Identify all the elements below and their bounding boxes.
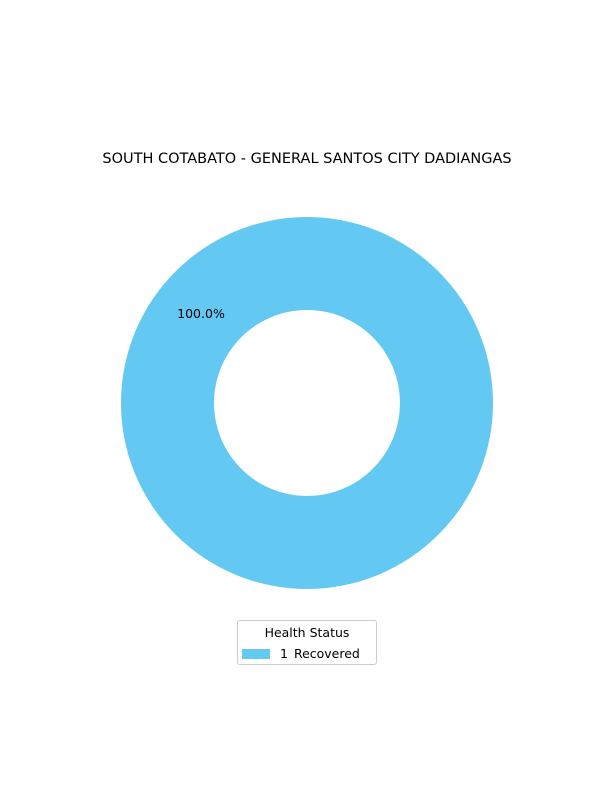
legend-swatch <box>242 648 270 659</box>
slice-percent-label: 100.0% <box>177 306 225 321</box>
legend-item-label: Recovered <box>293 646 360 661</box>
legend-item-count: 1 <box>280 646 288 661</box>
legend: Health Status 1 Recovered <box>237 620 377 665</box>
chart-title: SOUTH COTABATO - GENERAL SANTOS CITY DAD… <box>102 151 511 167</box>
donut-slice-recovered <box>121 217 493 589</box>
legend-title: Health Status <box>264 625 350 640</box>
donut-slices <box>121 217 493 589</box>
legend-item-recovered: 1 Recovered <box>242 646 360 661</box>
